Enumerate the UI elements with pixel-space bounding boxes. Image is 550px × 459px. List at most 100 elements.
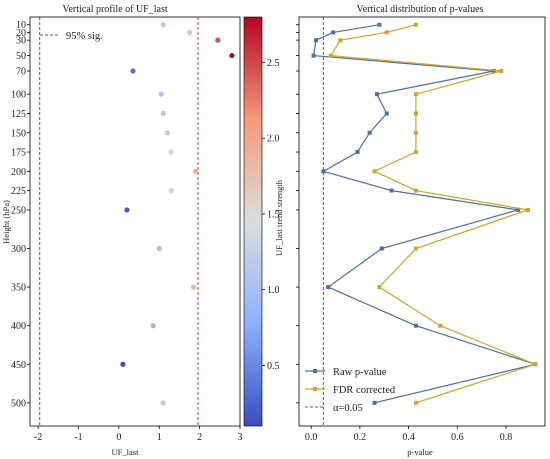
colorbar-ticks: 0.5 1.0 1.5 2.0 2.5 <box>262 58 280 372</box>
left-panel: Vertical profile of UF_last -2 -1 0 1 2 31020… <box>1 4 243 457</box>
uf-data-point <box>158 91 164 97</box>
fdr-corrected-point <box>413 111 418 116</box>
left-x-tick-label: -1 <box>74 432 82 443</box>
fdr-corrected-point <box>338 38 343 43</box>
fdr-corrected-point <box>413 246 418 251</box>
colorbar-tick-label: 0.5 <box>267 361 280 372</box>
left-y-tick-label: 200 <box>11 167 26 178</box>
colorbar-gradient <box>243 16 263 427</box>
raw-p-value-point <box>331 30 336 35</box>
left-y-tick-label: 350 <box>11 283 26 294</box>
right-x-tick-label: 0.2 <box>354 432 367 443</box>
left-y-tick-label: 70 <box>16 67 26 78</box>
left-y-tick-label: 250 <box>11 205 26 216</box>
fdr-corrected-point <box>413 400 418 405</box>
raw-p-value-point <box>321 169 326 174</box>
fdr-corrected-point <box>526 207 530 212</box>
raw-legend-marker <box>313 369 317 373</box>
colorbar-label: UF_last trend strength <box>274 179 284 256</box>
left-x-tick-label: -2 <box>34 432 42 443</box>
left-y-tick-label: 50 <box>16 51 26 62</box>
right-panel: Vertical distribution of p-values 0.0 0.2… <box>296 4 546 457</box>
left-legend: 95% sig. <box>40 31 103 42</box>
raw-p-value-point <box>413 323 418 328</box>
fdr-corrected-point <box>533 362 538 367</box>
right-x-tick-label: 0.4 <box>402 432 415 443</box>
left-y-tick-label: 500 <box>11 398 26 409</box>
alpha-legend-label: α=0.05 <box>333 403 363 414</box>
left-y-axis-label: Height (hPa) <box>1 200 11 244</box>
raw-p-value-point <box>314 38 318 43</box>
sig-legend-label: 95% sig. <box>66 31 103 42</box>
right-x-tick-label: 0.0 <box>305 432 318 443</box>
left-y-tick-label: 450 <box>11 360 26 371</box>
fdr-corrected-point <box>372 169 377 174</box>
raw-p-value-point <box>377 22 382 27</box>
uf-data-point <box>168 188 174 194</box>
fdr-corrected-point <box>413 130 418 135</box>
uf-data-point <box>160 400 166 406</box>
colorbar: 0.5 1.0 1.5 2.0 2.5 UF_last trend strength <box>243 16 284 427</box>
uf-data-point <box>215 37 221 43</box>
left-y-tick-label: 225 <box>11 186 26 197</box>
raw-p-value-point <box>326 285 331 290</box>
fdr-corrected-point <box>413 92 418 97</box>
uf-data-point <box>164 130 170 136</box>
left-y-tick-label: 400 <box>11 321 26 332</box>
uf-data-point <box>156 245 162 252</box>
uf-data-point <box>160 110 166 117</box>
uf-data-point <box>186 29 193 36</box>
colorbar-tick-label: 2.0 <box>267 134 280 145</box>
uf-data-point <box>190 284 197 290</box>
right-plot-area: 0.0 0.2 0.4 0.6 0.8 <box>296 17 538 443</box>
colorbar-tick-label: 1.5 <box>267 209 280 220</box>
fdr-corrected-point <box>413 188 418 193</box>
left-y-tick-label: 100 <box>11 90 26 101</box>
raw-p-value-point <box>367 130 372 135</box>
raw-legend-label: Raw p-value <box>333 367 387 378</box>
left-y-tick-label: 300 <box>11 244 26 255</box>
left-x-tick-label: 1 <box>157 432 162 443</box>
left-x-tick-label: 3 <box>238 432 243 443</box>
fdr-corrected-point <box>384 30 389 35</box>
uf-data-point <box>160 22 166 28</box>
right-x-axis-label: p-value <box>407 447 433 457</box>
left-y-tick-label: 150 <box>11 128 26 139</box>
uf-data-point <box>192 168 199 174</box>
colorbar-tick-label: 1.0 <box>267 285 280 296</box>
fdr-legend-label: FDR corrected <box>333 385 396 396</box>
left-y-tick-label: 125 <box>11 109 26 120</box>
fdr-corrected-point <box>377 285 382 290</box>
left-x-tick-label: 0 <box>116 432 121 443</box>
fdr-corrected-point <box>499 69 504 73</box>
left-x-tick-label: 2 <box>197 432 202 443</box>
uf-data-point <box>229 52 235 59</box>
uf-data-point <box>130 68 136 74</box>
fdr-corrected-point <box>328 53 333 58</box>
left-plot-frame <box>29 16 241 427</box>
left-chart-title: Vertical profile of UF_last <box>62 4 167 15</box>
left-y-tick-label: 20 <box>16 28 26 39</box>
raw-p-value-point <box>389 188 394 193</box>
right-plot-frame <box>298 16 546 427</box>
left-x-axis-label: UF_last <box>112 447 140 457</box>
fdr-legend-marker <box>313 387 317 391</box>
fdr-corrected-point <box>413 22 418 27</box>
colorbar-tick-label: 2.5 <box>267 58 280 69</box>
uf-data-point <box>120 361 126 367</box>
right-legend: Raw p-value FDR corrected α=0.05 <box>305 367 396 414</box>
raw-p-value-point <box>491 69 496 73</box>
uf-data-point <box>168 149 174 155</box>
raw-p-value-line <box>312 24 538 404</box>
right-x-tick-label: 0.8 <box>500 432 513 443</box>
uf-data-point <box>124 207 130 213</box>
uf-data-point <box>150 323 156 329</box>
raw-p-value-point <box>384 111 389 116</box>
raw-p-value-point <box>355 150 360 154</box>
right-chart-title: Vertical distribution of p-values <box>357 4 484 15</box>
raw-p-value-point <box>311 53 316 58</box>
right-x-tick-label: 0.6 <box>451 432 464 443</box>
raw-p-value-point <box>379 246 384 251</box>
